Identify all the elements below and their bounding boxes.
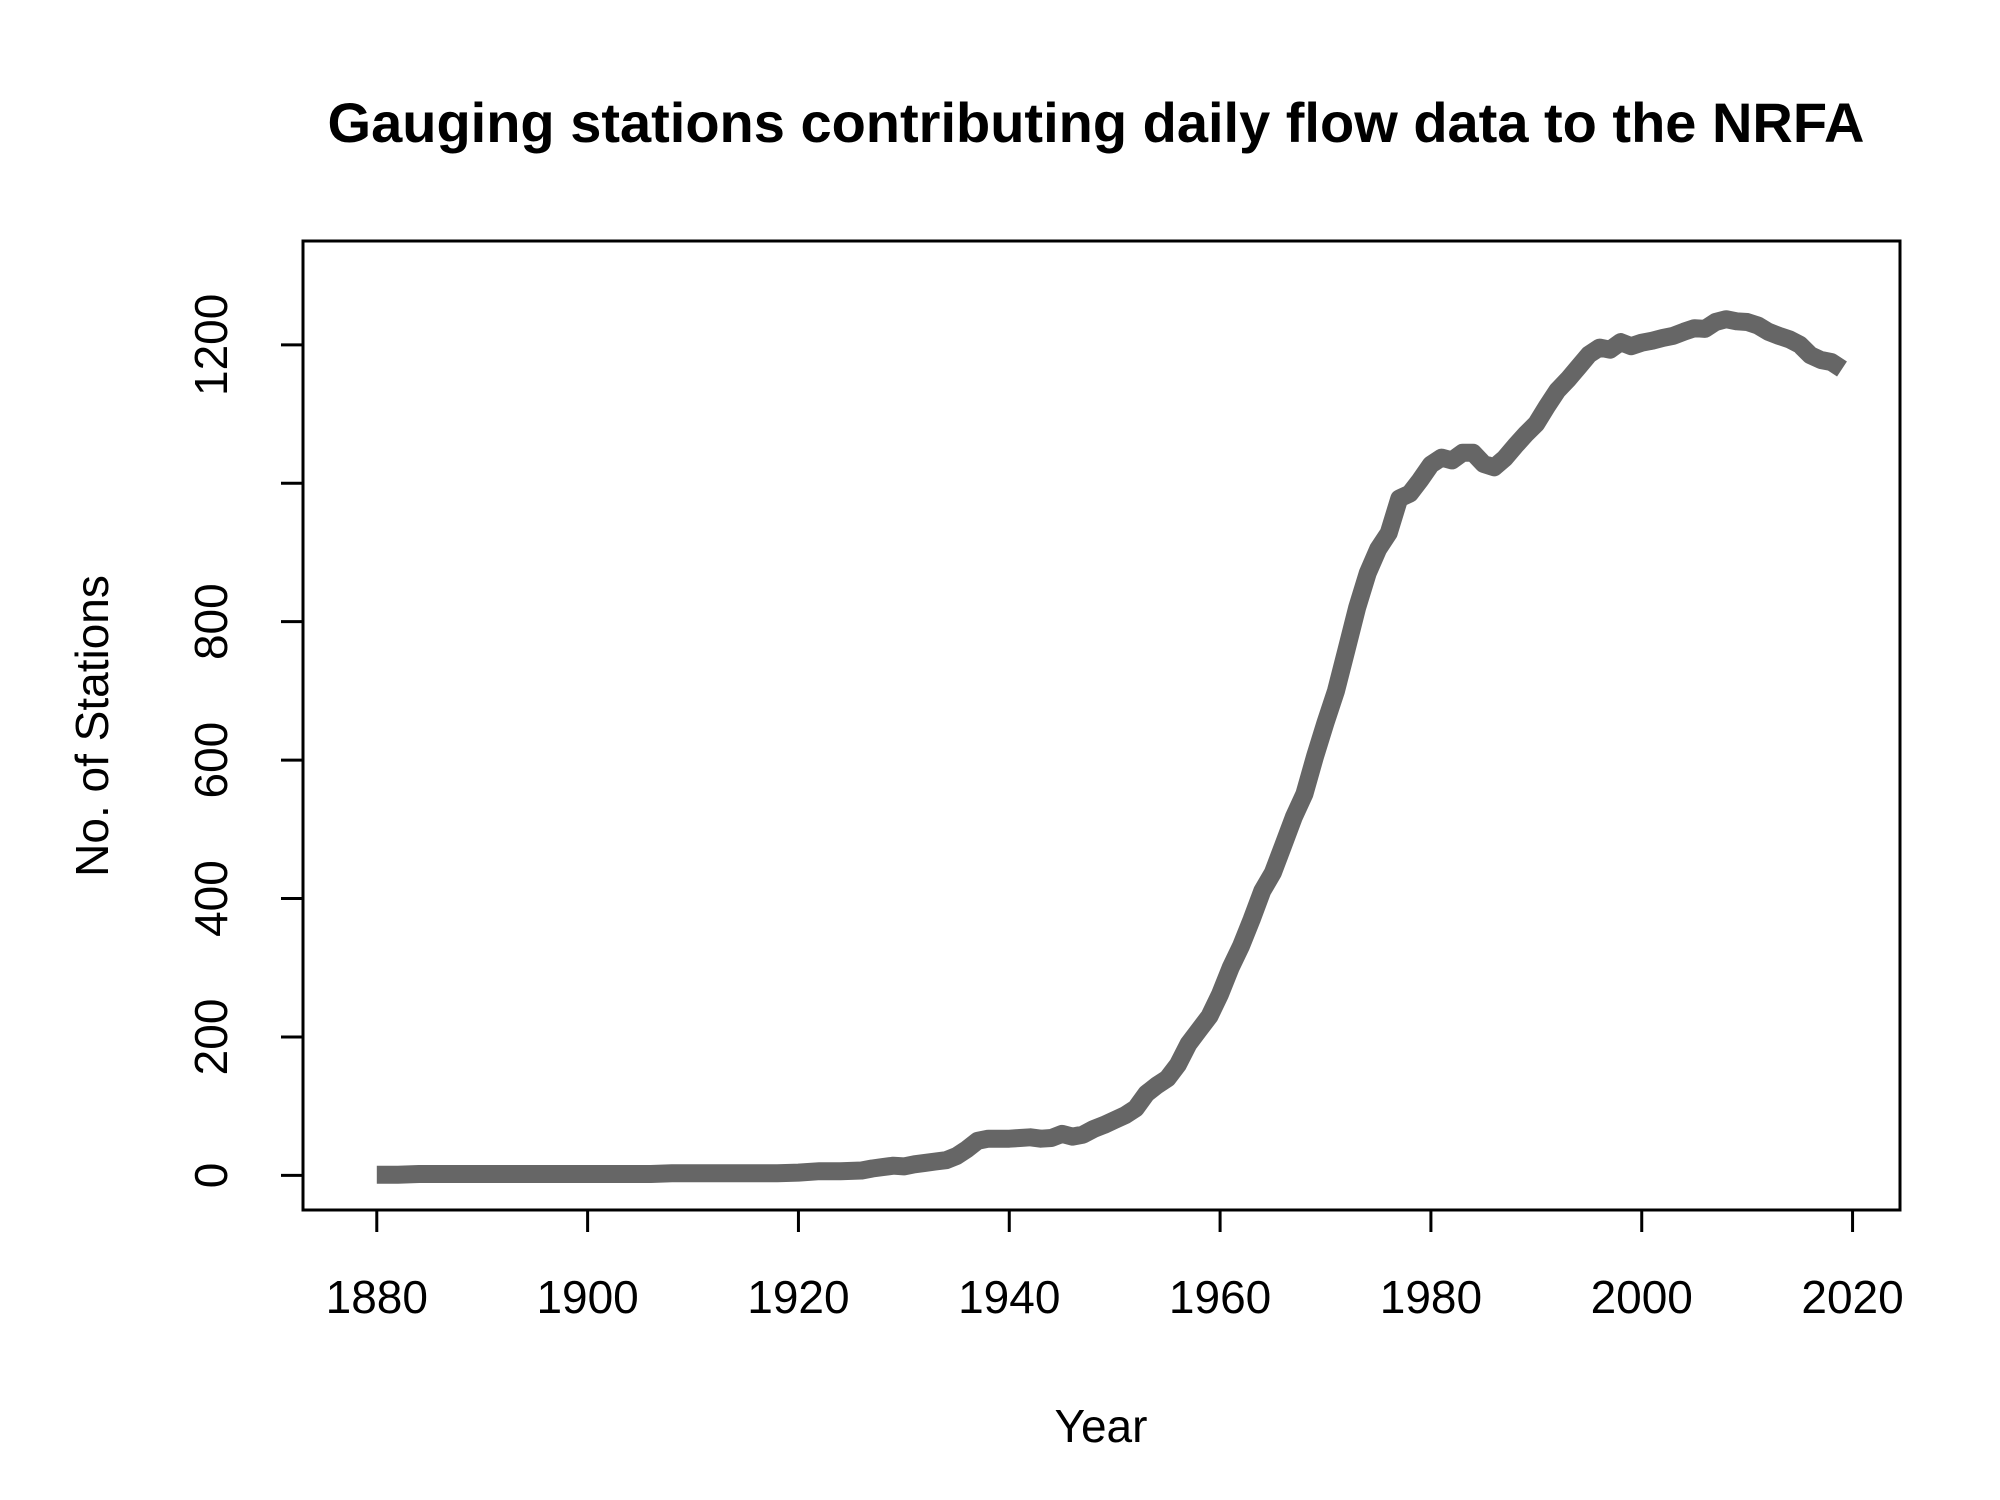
x-axis-label: Year (1055, 1400, 1148, 1452)
y-tick-label: 600 (185, 722, 237, 799)
x-tick-label: 1980 (1380, 1271, 1482, 1323)
x-tick-label: 2000 (1591, 1271, 1693, 1323)
y-tick-label: 0 (185, 1163, 237, 1189)
x-tick-label: 1940 (958, 1271, 1060, 1323)
y-tick-label: 1200 (185, 294, 237, 396)
y-axis: 0 200 400 600 800 1200 (185, 294, 305, 1189)
x-axis: 1880 1900 1920 1940 1960 1980 2000 2020 (326, 1208, 1904, 1323)
chart-title: Gauging stations contributing daily flow… (328, 91, 1865, 154)
series-line (376, 310, 1847, 1184)
x-tick-label: 2020 (1801, 1271, 1903, 1323)
x-tick-label: 1880 (326, 1271, 428, 1323)
y-tick-label: 400 (185, 860, 237, 937)
y-tick-label: 800 (185, 583, 237, 660)
x-tick-label: 1900 (536, 1271, 638, 1323)
y-axis-label: No. of Stations (66, 575, 118, 877)
x-tick-label: 1920 (747, 1271, 849, 1323)
y-tick-label: 200 (185, 999, 237, 1076)
series-layer (376, 310, 1847, 1184)
x-tick-label: 1960 (1169, 1271, 1271, 1323)
